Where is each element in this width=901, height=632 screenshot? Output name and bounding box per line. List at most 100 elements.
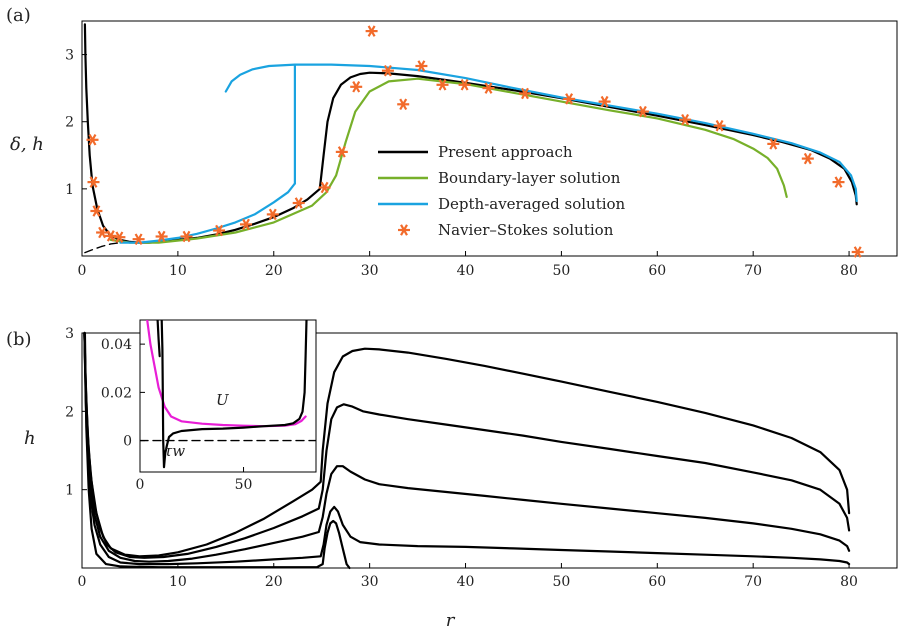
marker-stroke bbox=[399, 98, 408, 111]
panel-b-label: (b) bbox=[6, 329, 32, 350]
marker-stroke bbox=[320, 181, 329, 194]
series-line-1 bbox=[83, 331, 851, 559]
data-point bbox=[397, 98, 410, 111]
marker-stroke bbox=[115, 231, 124, 243]
data-point bbox=[436, 79, 449, 91]
panel-b-x-ticks: 0 10 20 30 40 50 60 70 80 bbox=[78, 563, 858, 590]
marker-stroke bbox=[92, 205, 101, 217]
data-point bbox=[415, 60, 428, 72]
panel-b: (b) h r 0 10 20 30 40 50 60 70 80 1 2 3 bbox=[6, 326, 898, 631]
data-point bbox=[113, 231, 126, 243]
x-tick-label: 60 bbox=[648, 574, 666, 590]
marker-stroke bbox=[294, 197, 303, 209]
data-point bbox=[213, 224, 226, 237]
x-tick-label: 50 bbox=[552, 263, 570, 279]
y-tick-label: 1 bbox=[65, 483, 74, 499]
data-point bbox=[350, 81, 363, 93]
data-point bbox=[801, 152, 814, 165]
marker-stroke bbox=[352, 81, 361, 93]
panel-b-y-axis-label: h bbox=[24, 428, 36, 449]
data-point bbox=[104, 230, 117, 242]
series-line-3 bbox=[119, 182, 296, 244]
panel-a-lines bbox=[83, 23, 858, 254]
data-point bbox=[266, 208, 279, 221]
series-line-2 bbox=[83, 331, 851, 563]
inset-y-ticks: 0 0.02 0.04 bbox=[101, 337, 145, 450]
panel-b-lines bbox=[83, 331, 851, 570]
y-tick-label: 3 bbox=[65, 48, 74, 64]
marker-stroke bbox=[484, 82, 493, 94]
data-point bbox=[381, 64, 394, 77]
x-tick-label: 50 bbox=[552, 574, 570, 590]
marker-stroke bbox=[367, 25, 376, 37]
y-tick-label: 3 bbox=[65, 326, 74, 342]
marker-stroke bbox=[268, 208, 277, 221]
marker-stroke bbox=[638, 105, 647, 118]
marker-stroke bbox=[460, 79, 469, 91]
marker-stroke bbox=[157, 230, 166, 243]
x-tick-label: 30 bbox=[361, 574, 379, 590]
legend-item: Depth-averaged solution bbox=[378, 195, 626, 213]
data-point bbox=[767, 138, 780, 150]
series-line-4 bbox=[83, 331, 351, 570]
x-tick-label: 20 bbox=[265, 263, 283, 279]
panel-b-x-axis-label: r bbox=[446, 610, 456, 631]
inset-lines bbox=[140, 320, 316, 469]
panel-a-frame bbox=[81, 20, 898, 257]
series-line-2 bbox=[160, 320, 308, 469]
marker-stroke bbox=[834, 176, 843, 188]
data-point bbox=[365, 25, 378, 37]
y-tick-label: 1 bbox=[65, 182, 74, 198]
data-point bbox=[851, 246, 864, 258]
panel-b-frame bbox=[81, 332, 898, 569]
data-point bbox=[679, 113, 692, 126]
tau-w-label: τw bbox=[164, 442, 185, 460]
y-tick-label: 2 bbox=[65, 115, 74, 131]
legend: Present approach Boundary-layer solution D… bbox=[378, 143, 626, 239]
legend-label: Navier–Stokes solution bbox=[438, 221, 614, 239]
data-point bbox=[519, 87, 531, 100]
data-point bbox=[335, 146, 348, 158]
data-point bbox=[563, 93, 576, 105]
marker-stroke bbox=[182, 230, 191, 243]
data-point bbox=[636, 105, 649, 118]
data-point bbox=[96, 226, 109, 239]
data-point bbox=[90, 205, 103, 217]
data-point bbox=[318, 181, 331, 194]
data-point bbox=[713, 119, 726, 132]
series-line-2 bbox=[109, 77, 788, 244]
marker-stroke bbox=[565, 93, 574, 105]
inset-plot: 0 50 0 0.02 0.04 τw U bbox=[101, 319, 317, 493]
series-line-3 bbox=[83, 331, 851, 566]
marker-stroke bbox=[769, 138, 778, 150]
data-point bbox=[240, 218, 252, 231]
data-point bbox=[482, 82, 495, 94]
marker-stroke bbox=[438, 79, 447, 91]
marker-stroke bbox=[600, 95, 609, 108]
legend-item: Boundary-layer solution bbox=[378, 169, 621, 187]
data-point bbox=[87, 176, 100, 188]
data-point bbox=[458, 79, 471, 91]
x-tick-label: 10 bbox=[169, 574, 187, 590]
marker-stroke bbox=[521, 87, 529, 100]
x-tick-label: 30 bbox=[361, 263, 379, 279]
data-point bbox=[598, 95, 611, 108]
marker-stroke bbox=[337, 146, 346, 158]
y-tick-label: 0.04 bbox=[101, 337, 132, 353]
data-point bbox=[292, 197, 305, 209]
x-tick-label: 80 bbox=[840, 574, 858, 590]
marker-stroke bbox=[417, 60, 426, 72]
panel-a-x-ticks: 0 10 20 30 40 50 60 70 80 bbox=[78, 251, 858, 279]
inset-x-ticks: 0 50 bbox=[136, 467, 252, 493]
panel-a-y-axis-label: δ, h bbox=[10, 134, 44, 155]
marker-stroke bbox=[383, 64, 392, 77]
marker-stroke bbox=[715, 119, 724, 132]
x-tick-label: 40 bbox=[457, 574, 475, 590]
inset-annotations: τw U bbox=[164, 391, 230, 460]
panel-a-points bbox=[86, 25, 864, 258]
marker-stroke bbox=[134, 233, 143, 245]
x-tick-label: 0 bbox=[136, 477, 145, 493]
data-point bbox=[132, 233, 145, 245]
x-tick-label: 10 bbox=[169, 263, 187, 279]
marker-stroke bbox=[106, 230, 115, 242]
